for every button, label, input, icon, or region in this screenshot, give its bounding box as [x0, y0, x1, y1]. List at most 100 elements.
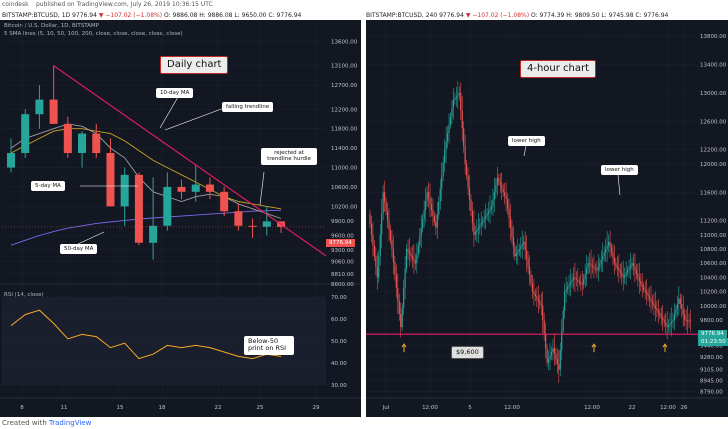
four-hour-candle-body	[388, 220, 390, 231]
ma10-leader	[159, 96, 179, 129]
four-hour-candle-body	[473, 223, 475, 235]
four-hour-candle-body	[583, 279, 585, 285]
four-hour-candle-body	[378, 256, 380, 278]
four-hour-candle-body	[394, 262, 396, 276]
four-hour-candle-body	[486, 213, 488, 216]
daily-candle-body	[92, 133, 101, 153]
right-y-tick-label: 10000.00	[700, 304, 727, 310]
daily-candle-body	[262, 221, 271, 227]
four-hour-candle-body	[625, 272, 627, 276]
right-y-tick-label: 8945.00	[700, 379, 723, 385]
left-x-tick-label: 29	[313, 405, 320, 411]
four-hour-candle-body	[618, 267, 620, 271]
four-hour-candle-body	[515, 253, 517, 257]
four-hour-candle-body	[492, 199, 494, 207]
four-hour-candle-body	[566, 286, 569, 290]
four-hour-candle-body	[591, 265, 594, 267]
left-y-tick-label: 11800.00	[331, 127, 358, 133]
four-hour-candle-body	[632, 263, 635, 267]
four-hour-candle-body	[569, 282, 572, 285]
right-y-tick-label: 8790.00	[700, 390, 723, 396]
four-hour-candle-body	[685, 319, 687, 321]
support-up-arrow	[591, 343, 597, 353]
four-hour-candle-body	[455, 96, 457, 99]
right-y-tick-label: 10400.00	[700, 275, 727, 281]
four-hour-candle-body	[372, 234, 374, 246]
right-y-tick-label: 11200.00	[700, 219, 727, 225]
ma10-line	[10, 128, 282, 210]
four-hour-candle-body	[502, 188, 504, 193]
four-hour-candle-body	[524, 241, 526, 251]
four-hour-candle-body	[490, 206, 493, 209]
left-price-axis: 13600.00 13100.00 12700.00 12200.00 11800.00…	[331, 39, 358, 288]
four-hour-candle-body	[628, 267, 630, 271]
four-hour-candle-body	[662, 317, 664, 320]
left-x-tick-label: 18	[159, 405, 166, 411]
four-hour-candle-body	[679, 298, 681, 304]
four-hour-candle-body	[603, 252, 605, 257]
support-arrows	[401, 343, 668, 353]
left-y-tick-label: 8810.00	[331, 272, 354, 278]
four-hour-candle-body	[498, 178, 500, 182]
four-hour-candle-body	[684, 314, 686, 320]
four-hour-candle-body	[640, 280, 642, 285]
four-hour-candle-body	[613, 257, 616, 264]
left-x-tick-label: 8	[20, 405, 24, 411]
four-hour-candle-body	[479, 225, 481, 228]
four-hour-candle-body	[546, 348, 548, 363]
four-hour-candle-body	[501, 185, 503, 189]
rsi-y-tick-label: 50.00	[331, 339, 347, 345]
four-hour-candle-body	[542, 305, 544, 320]
daily-chart-title: Daily chart	[160, 56, 229, 74]
four-hour-candle-body	[403, 288, 405, 308]
annotation-leaders	[77, 96, 621, 245]
left-y-tick-label: 11000.00	[331, 166, 358, 172]
four-hour-candle-body	[533, 291, 535, 294]
right-x-tick-label: Jul	[382, 405, 390, 411]
four-hour-candle-body	[575, 278, 577, 280]
right-x-tick-label: 12:00	[504, 405, 520, 411]
right-y-tick-label: 11000.00	[700, 233, 727, 239]
four-hour-candle-body	[607, 241, 610, 246]
left-price-badge: 9776.94	[326, 239, 355, 247]
four-hour-candle-body	[597, 266, 599, 271]
trendline-annotation: falling trendline	[222, 102, 274, 113]
four-hour-candle-body	[536, 296, 538, 299]
right-x-tick-label: 22	[629, 405, 636, 411]
left-y-tick-label: 10600.00	[331, 185, 358, 191]
four-hour-candle-body	[682, 309, 684, 315]
left-x-tick-label: 22	[215, 405, 222, 411]
four-hour-candle-body	[547, 358, 550, 363]
four-hour-candle-body	[379, 234, 381, 257]
four-hour-candle-body	[648, 296, 651, 299]
lower-high-annotation-1: lower high	[508, 136, 545, 147]
four-hour-candle-body	[504, 192, 506, 196]
four-hour-candle-body	[413, 258, 415, 261]
four-hour-candle-body	[427, 192, 430, 199]
daily-candle-body	[21, 114, 30, 153]
four-hour-candle-body	[463, 128, 465, 147]
four-hour-candle-body	[452, 100, 455, 109]
four-hour-chart-title: 4-hour chart	[520, 60, 597, 78]
right-y-tick-label: 10800.00	[700, 247, 727, 253]
left-legend-title: Bitcoin / U.S. Dollar, 1D, BITSTAMP	[4, 23, 99, 29]
left-time-axis: 8 11 15 18 22 25 29	[20, 405, 320, 411]
four-hour-candle-body	[433, 215, 435, 222]
right-y-tick-label: 9105.00	[700, 367, 723, 373]
four-hour-candle-body	[369, 213, 371, 225]
four-hour-candle-body	[505, 195, 507, 200]
four-hour-candle-body	[619, 270, 621, 273]
four-hour-candle-body	[499, 181, 501, 186]
four-hour-candle-body	[493, 192, 496, 200]
four-hour-candle-body	[593, 266, 595, 268]
four-hour-candle-body	[689, 321, 692, 322]
support-up-arrow	[662, 343, 668, 353]
right-symbol-header: BITSTAMP:BTCUSD, 240 9776.94 ▼ −107.02 (…	[366, 12, 669, 19]
left-x-tick-label: 25	[257, 405, 264, 411]
right-time-axis: Jul 12:00 5 12:00 12:00 22 12:00 26	[382, 405, 688, 411]
four-hour-candle-body	[429, 198, 431, 205]
four-hour-candle-body	[432, 210, 434, 216]
four-hour-candle-body	[629, 265, 632, 268]
rsi-pane: 70.00 60.00 50.00 40.00 30.00	[2, 295, 347, 389]
four-hour-candle-body	[468, 187, 471, 200]
